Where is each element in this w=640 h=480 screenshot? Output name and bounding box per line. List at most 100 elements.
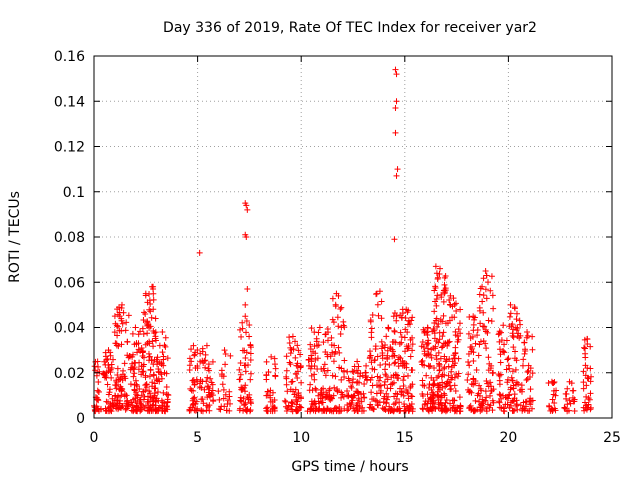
data-point — [242, 401, 249, 408]
data-point — [344, 392, 351, 399]
data-point — [466, 313, 473, 320]
data-point — [384, 385, 391, 392]
data-point — [155, 376, 162, 383]
data-point — [420, 406, 427, 413]
data-point — [203, 378, 210, 385]
data-point — [371, 357, 378, 364]
data-point — [366, 355, 373, 362]
data-point — [114, 306, 121, 313]
data-point — [350, 376, 357, 383]
data-point — [293, 394, 300, 401]
data-point — [139, 353, 146, 360]
data-point — [294, 374, 301, 381]
data-point — [369, 365, 376, 372]
data-point — [403, 386, 410, 393]
data-point — [120, 367, 127, 374]
data-point — [496, 398, 503, 405]
data-point — [405, 345, 412, 352]
data-point — [381, 405, 388, 412]
data-point — [482, 388, 489, 395]
data-point — [115, 406, 122, 413]
data-point — [341, 324, 348, 331]
data-point — [123, 319, 130, 326]
data-point — [479, 323, 486, 330]
data-point — [506, 392, 513, 399]
data-point — [163, 370, 170, 377]
data-point — [434, 382, 441, 389]
data-point — [294, 342, 301, 349]
data-point — [190, 387, 197, 394]
data-point — [140, 396, 147, 403]
data-point — [112, 393, 119, 400]
data-point — [197, 350, 204, 357]
data-point — [507, 310, 514, 317]
data-point — [467, 335, 474, 342]
data-point — [409, 341, 416, 348]
data-point — [332, 348, 339, 355]
data-point — [290, 388, 296, 395]
data-point — [405, 405, 412, 412]
x-tick-label: 0 — [90, 430, 99, 446]
data-point — [384, 376, 391, 383]
outlier-point — [333, 290, 340, 297]
data-point — [202, 364, 209, 371]
data-point — [330, 358, 337, 365]
data-point — [455, 373, 462, 380]
data-point — [158, 360, 165, 367]
data-point — [289, 378, 296, 385]
data-point — [242, 313, 249, 320]
data-point — [406, 321, 413, 328]
data-point — [312, 408, 319, 415]
data-point — [95, 379, 102, 386]
data-point — [483, 295, 490, 302]
data-point — [315, 392, 322, 399]
data-point — [188, 387, 195, 394]
data-point — [237, 397, 244, 404]
data-point — [483, 394, 490, 401]
data-point — [285, 402, 292, 409]
data-point — [325, 393, 332, 400]
data-point — [447, 376, 454, 383]
data-point — [284, 388, 291, 395]
data-point — [496, 372, 503, 379]
data-point — [203, 407, 210, 414]
data-point — [377, 382, 384, 389]
data-point — [298, 379, 305, 386]
data-point — [133, 408, 140, 415]
data-point — [239, 319, 246, 326]
data-point — [396, 341, 403, 348]
data-point — [368, 334, 375, 341]
data-point — [485, 354, 492, 361]
data-point — [548, 378, 555, 385]
data-point — [287, 350, 294, 357]
data-point — [292, 370, 299, 377]
data-point — [418, 358, 425, 365]
data-point — [329, 372, 336, 379]
data-point — [114, 332, 121, 339]
data-point — [479, 283, 486, 290]
data-point — [366, 348, 373, 355]
data-point — [529, 370, 536, 377]
data-point — [446, 356, 453, 363]
data-point — [482, 397, 489, 404]
data-point — [487, 379, 494, 386]
data-point — [117, 375, 124, 382]
data-point — [500, 322, 507, 329]
data-point — [198, 396, 205, 403]
x-tick-label: 20 — [499, 430, 517, 446]
data-point — [496, 391, 503, 398]
data-point — [439, 371, 446, 378]
data-points — [91, 66, 595, 415]
data-point — [138, 371, 145, 378]
data-point — [335, 344, 342, 351]
data-point — [156, 404, 163, 411]
data-point — [267, 387, 274, 394]
data-point — [436, 329, 443, 336]
data-point — [272, 365, 279, 372]
data-point — [489, 292, 496, 299]
data-point — [451, 301, 458, 308]
data-point — [338, 304, 345, 311]
data-point — [587, 404, 594, 411]
data-point — [108, 365, 115, 372]
data-point — [523, 377, 530, 384]
